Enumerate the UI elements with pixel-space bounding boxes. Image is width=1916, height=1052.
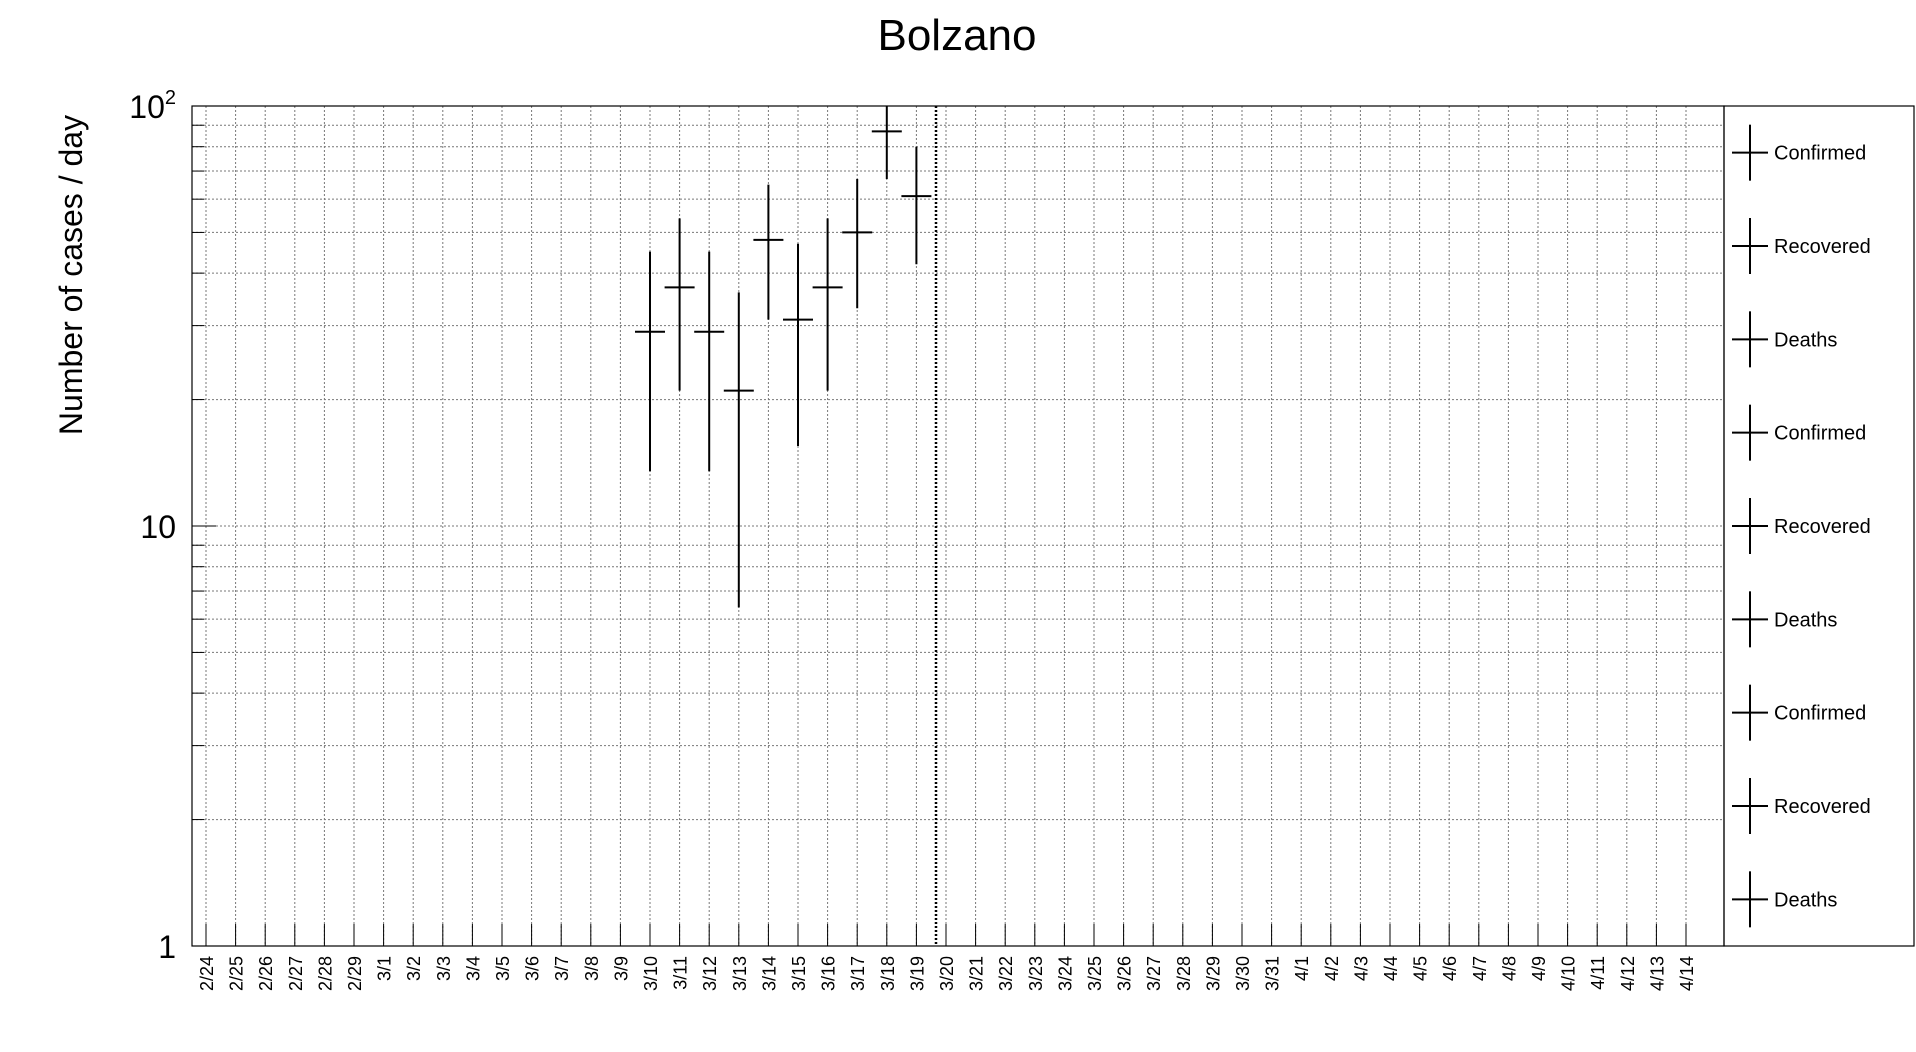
x-tick-label: 3/25 bbox=[1085, 956, 1105, 991]
x-tick-label: 3/4 bbox=[463, 956, 483, 981]
x-tick-label: 3/9 bbox=[611, 956, 631, 981]
x-tick-label: 3/27 bbox=[1144, 956, 1164, 991]
data-point bbox=[783, 243, 813, 447]
legend: Confirmed Recovered Deaths Confirmed Recover… bbox=[1732, 124, 1871, 928]
y-axis-label: Number of cases / day bbox=[53, 115, 89, 435]
legend-item: Deaths bbox=[1732, 311, 1837, 368]
x-tick-label: 2/26 bbox=[256, 956, 276, 991]
x-tick-label: 4/14 bbox=[1677, 956, 1697, 991]
x-tick-label: 4/9 bbox=[1529, 956, 1549, 981]
legend-item: Deaths bbox=[1732, 591, 1837, 648]
x-tick-label: 3/18 bbox=[878, 956, 898, 991]
legend-label: Recovered bbox=[1774, 516, 1871, 538]
x-tick-label: 4/8 bbox=[1499, 956, 1519, 981]
x-tick-label: 2/25 bbox=[227, 956, 247, 991]
x-tick-label: 4/2 bbox=[1322, 956, 1342, 981]
legend-item: Confirmed bbox=[1732, 684, 1866, 741]
legend-label: Confirmed bbox=[1774, 703, 1866, 725]
legend-item: Recovered bbox=[1732, 498, 1871, 554]
legend-label: Deaths bbox=[1774, 329, 1837, 351]
y-tick-label: 10 bbox=[140, 509, 176, 545]
data-point bbox=[753, 184, 784, 320]
x-tick-label: 3/22 bbox=[996, 956, 1016, 991]
x-tick-label: 3/23 bbox=[1026, 956, 1046, 991]
x-tick-label: 4/1 bbox=[1292, 956, 1312, 981]
x-tick-label: 3/26 bbox=[1115, 956, 1135, 991]
legend-item: Recovered bbox=[1732, 218, 1871, 274]
legend-label: Confirmed bbox=[1774, 143, 1866, 165]
x-tick-label: 3/8 bbox=[582, 956, 602, 981]
x-tick-label: 3/5 bbox=[493, 956, 513, 981]
grid-lines bbox=[192, 106, 1724, 946]
x-tick-label: 4/12 bbox=[1618, 956, 1638, 991]
x-tick-label: 3/29 bbox=[1203, 956, 1223, 991]
x-tick-label: 3/7 bbox=[552, 956, 572, 981]
x-tick-label: 3/31 bbox=[1263, 956, 1283, 991]
legend-label: Deaths bbox=[1774, 889, 1837, 911]
x-axis-ticks: 2/24 2/25 2/26 2/27 2/28 2/29 3/1 3/2 3/3 3/4 3/5 3… bbox=[197, 924, 1697, 991]
x-tick-label: 3/24 bbox=[1055, 956, 1075, 991]
x-tick-label: 3/10 bbox=[641, 956, 661, 991]
x-tick-label: 4/7 bbox=[1470, 956, 1490, 981]
legend-item: Confirmed bbox=[1732, 124, 1866, 181]
x-tick-label: 4/13 bbox=[1647, 956, 1667, 991]
x-tick-label: 4/10 bbox=[1559, 956, 1579, 991]
x-tick-label: 3/16 bbox=[819, 956, 839, 991]
legend-label: Deaths bbox=[1774, 609, 1837, 631]
data-point bbox=[723, 292, 754, 608]
chart-title: Bolzano bbox=[877, 11, 1036, 60]
x-tick-label: 2/24 bbox=[197, 956, 217, 991]
x-tick-label: 3/20 bbox=[937, 956, 957, 991]
x-tick-label: 3/6 bbox=[523, 956, 543, 981]
y-axis-ticks: 1 10 102 bbox=[129, 87, 216, 965]
data-point bbox=[664, 218, 695, 391]
x-tick-label: 3/28 bbox=[1174, 956, 1194, 991]
legend-item: Deaths bbox=[1732, 871, 1837, 928]
legend-border bbox=[1723, 105, 1915, 947]
data-point bbox=[812, 218, 843, 391]
x-tick-label: 2/28 bbox=[315, 956, 335, 991]
x-tick-label: 3/12 bbox=[700, 956, 720, 991]
legend-label: Recovered bbox=[1774, 236, 1871, 258]
x-tick-label: 3/3 bbox=[434, 956, 454, 981]
x-tick-label: 4/6 bbox=[1440, 956, 1460, 981]
data-point bbox=[635, 251, 665, 472]
x-tick-label: 3/1 bbox=[375, 956, 395, 981]
data-point bbox=[694, 251, 725, 472]
x-tick-label: 3/2 bbox=[404, 956, 424, 981]
x-tick-label: 2/27 bbox=[286, 956, 306, 991]
x-tick-label: 4/4 bbox=[1381, 956, 1401, 981]
data-point bbox=[901, 146, 932, 265]
x-tick-label: 3/15 bbox=[789, 956, 809, 991]
legend-label: Confirmed bbox=[1774, 423, 1866, 445]
x-tick-label: 3/14 bbox=[759, 956, 779, 991]
y-tick-label: 1 bbox=[158, 929, 176, 965]
data-points bbox=[635, 106, 938, 946]
data-point bbox=[871, 106, 902, 180]
x-tick-label: 3/30 bbox=[1233, 956, 1253, 991]
x-tick-label: 4/3 bbox=[1351, 956, 1371, 981]
x-tick-label: 3/19 bbox=[907, 956, 927, 991]
x-tick-label: 3/11 bbox=[671, 956, 691, 990]
y-tick-label: 102 bbox=[129, 87, 176, 125]
legend-item: Recovered bbox=[1732, 778, 1871, 834]
data-point bbox=[842, 179, 873, 309]
x-tick-label: 3/21 bbox=[967, 956, 987, 991]
x-tick-label: 3/17 bbox=[848, 956, 868, 991]
x-tick-label: 3/13 bbox=[730, 956, 750, 991]
legend-label: Recovered bbox=[1774, 796, 1871, 818]
x-tick-label: 2/29 bbox=[345, 956, 365, 991]
x-tick-label: 4/5 bbox=[1411, 956, 1431, 981]
legend-item: Confirmed bbox=[1732, 404, 1866, 461]
x-tick-label: 4/11 bbox=[1588, 956, 1608, 990]
